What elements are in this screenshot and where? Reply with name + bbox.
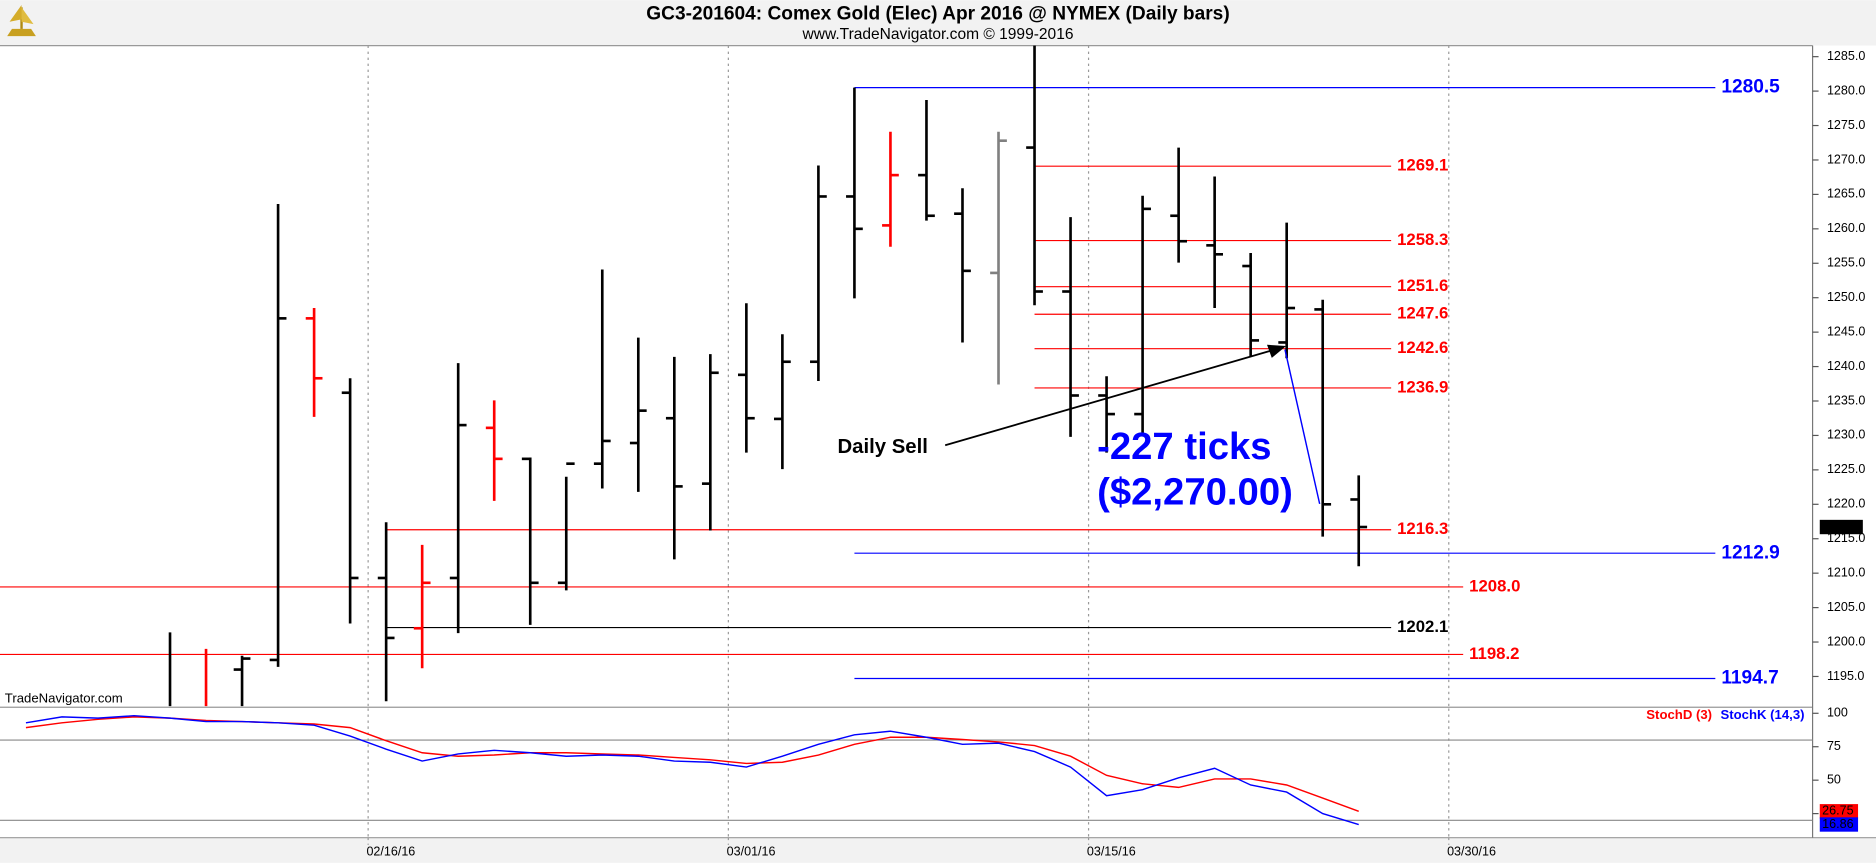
last-value: 16.86 bbox=[1822, 817, 1853, 831]
watermark: TradeNavigator.com bbox=[5, 690, 123, 705]
y-tick-label: 1240.0 bbox=[1827, 359, 1865, 373]
y-tick-label: 1270.0 bbox=[1827, 152, 1865, 166]
y-tick-label: 1250.0 bbox=[1827, 290, 1865, 304]
connector bbox=[1284, 349, 1321, 505]
stoch-line bbox=[25, 716, 1359, 812]
level-label: 1216.3 bbox=[1397, 519, 1448, 538]
last-value-box bbox=[1819, 804, 1859, 819]
y-tick-label: 1275.0 bbox=[1827, 118, 1865, 132]
logo bbox=[7, 4, 36, 37]
last-price-box bbox=[1819, 519, 1863, 535]
y-tick-label: 50 bbox=[1827, 772, 1841, 786]
annotation: -227 ticks bbox=[1097, 425, 1271, 468]
y-tick-label: 75 bbox=[1827, 739, 1841, 753]
level-label: 1212.9 bbox=[1721, 542, 1780, 563]
y-tick-label: 1205.0 bbox=[1827, 600, 1865, 614]
level-label: 1247.6 bbox=[1397, 304, 1448, 323]
level-label: 1194.7 bbox=[1721, 668, 1778, 689]
title-bar bbox=[0, 0, 1876, 46]
y-tick-label: 1280.0 bbox=[1827, 83, 1865, 97]
last-value: 26.75 bbox=[1822, 804, 1853, 818]
arrow-head bbox=[1267, 344, 1287, 358]
annotation: Daily Sell bbox=[838, 436, 928, 458]
overlay: Daily Sell -227 ticks ($2,270.00) TradeN… bbox=[5, 49, 1866, 858]
y-tick-label: 1255.0 bbox=[1827, 256, 1865, 270]
y-tick-label: 1265.0 bbox=[1827, 187, 1865, 201]
y-tick-label: 100 bbox=[1827, 706, 1848, 720]
annotation: ($2,270.00) bbox=[1097, 470, 1293, 513]
level-label: 1242.6 bbox=[1397, 338, 1448, 357]
y-tick-label: 1245.0 bbox=[1827, 324, 1865, 338]
y-tick-label: 1195.0 bbox=[1827, 669, 1864, 683]
date-bar bbox=[0, 837, 1876, 863]
level-label: 1198.2 bbox=[1469, 644, 1519, 663]
price-panel bbox=[0, 45, 1716, 707]
y-tick-label: 1230.0 bbox=[1827, 428, 1865, 442]
level-label: 1202.1 bbox=[1397, 617, 1448, 636]
legend-label: StochD (3) bbox=[1646, 707, 1712, 722]
stoch-panel bbox=[0, 708, 1813, 838]
arrow-line bbox=[944, 349, 1271, 447]
last-price: 1216.7 bbox=[1822, 519, 1860, 533]
x-tick-label: 03/30/16 bbox=[1447, 844, 1496, 858]
price-axis bbox=[1812, 45, 1876, 838]
level-label: 1280.5 bbox=[1721, 77, 1780, 98]
legend-label: StochK (14,3) bbox=[1720, 707, 1804, 722]
x-tick-label: 03/15/16 bbox=[1087, 844, 1136, 858]
last-value-box bbox=[1819, 817, 1859, 832]
y-tick-label: 1285.0 bbox=[1827, 49, 1865, 63]
x-tick-label: 03/01/16 bbox=[727, 844, 776, 858]
y-tick-label: 1200.0 bbox=[1827, 634, 1865, 648]
level-label: 1269.1 bbox=[1397, 156, 1448, 175]
level-label: 1251.6 bbox=[1397, 276, 1448, 295]
chart-title: GC3-201604: Comex Gold (Elec) Apr 2016 @… bbox=[646, 4, 1229, 25]
y-tick-label: 1225.0 bbox=[1827, 462, 1865, 476]
level-label: 1258.3 bbox=[1397, 230, 1448, 249]
y-tick-label: 1220.0 bbox=[1827, 497, 1865, 511]
y-tick-label: 1260.0 bbox=[1827, 221, 1865, 235]
y-tick-label: 1210.0 bbox=[1827, 565, 1865, 579]
y-tick-label: 1215.0 bbox=[1827, 531, 1865, 545]
level-label: 1236.9 bbox=[1397, 377, 1448, 396]
stoch-line bbox=[25, 714, 1359, 826]
y-tick-label: 1235.0 bbox=[1827, 393, 1865, 407]
level-label: 1208.0 bbox=[1469, 576, 1520, 595]
chart-subtitle: www.TradeNavigator.com © 1999-2016 bbox=[802, 26, 1074, 43]
x-tick-label: 02/16/16 bbox=[366, 844, 415, 858]
